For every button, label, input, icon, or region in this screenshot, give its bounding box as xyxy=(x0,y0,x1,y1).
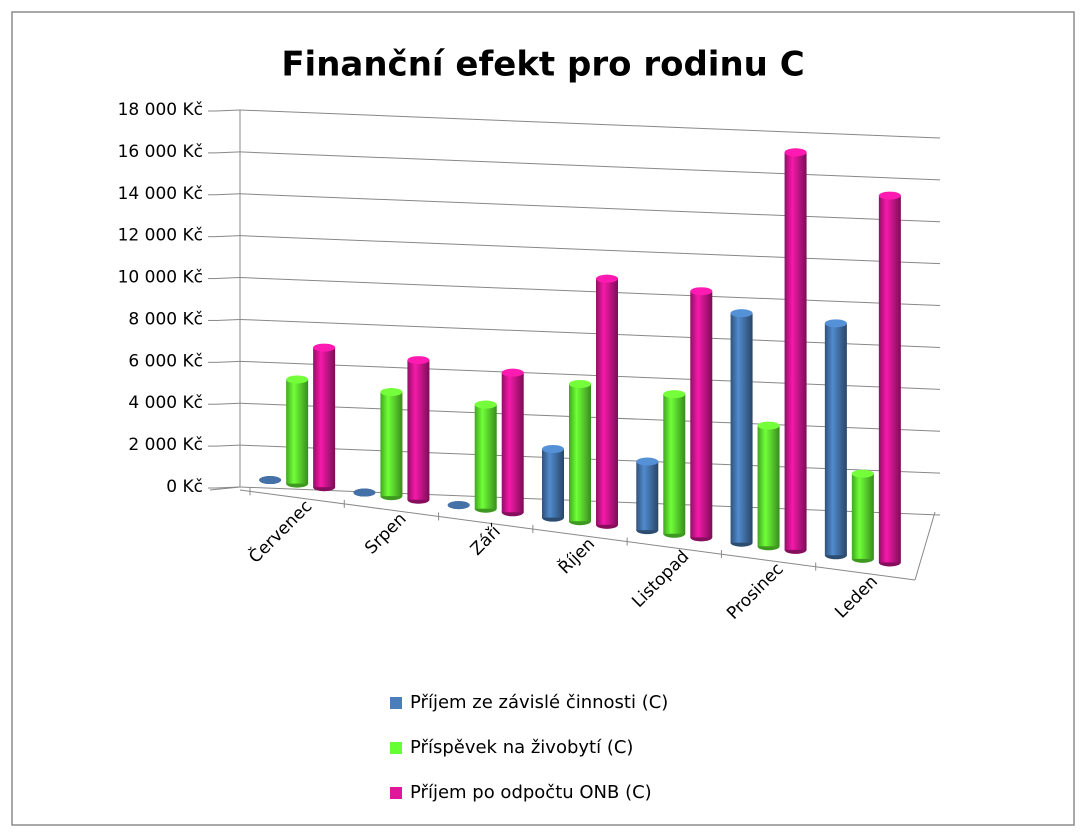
bar xyxy=(259,476,282,485)
legend-swatch xyxy=(390,787,402,799)
bar-top xyxy=(851,469,874,478)
bar-top xyxy=(663,390,686,399)
y-tick-label: 8 000 Kč xyxy=(128,309,203,329)
bar xyxy=(380,388,403,501)
bar-body xyxy=(663,394,686,534)
bar-body xyxy=(757,425,780,547)
bar-body xyxy=(542,449,564,518)
legend-label: Příjem po odpočtu ONB (C) xyxy=(410,782,652,803)
y-tick-label: 4 000 Kč xyxy=(128,393,203,413)
bar xyxy=(663,390,686,538)
bar xyxy=(636,457,659,535)
bar xyxy=(447,501,470,510)
grid-line xyxy=(239,193,941,223)
floor-right-edge xyxy=(914,511,936,581)
bar xyxy=(730,309,753,547)
grid-side xyxy=(215,277,241,280)
bar-body xyxy=(690,291,713,538)
grid-side xyxy=(215,235,241,238)
bar-top xyxy=(757,421,780,430)
bar-body xyxy=(286,379,309,484)
bar-top xyxy=(474,400,497,409)
legend-swatch xyxy=(390,742,402,754)
legend-label: Příspěvek na živobytí (C) xyxy=(410,737,633,758)
bar-top xyxy=(784,148,807,157)
grid-line xyxy=(239,109,941,139)
bar-top xyxy=(636,457,659,466)
grid-side xyxy=(215,486,241,489)
bar-body xyxy=(569,383,591,522)
bar-body xyxy=(380,392,403,497)
bar-top xyxy=(447,501,470,510)
bar-top xyxy=(501,368,524,377)
bar xyxy=(851,469,874,563)
grid-line xyxy=(239,151,941,181)
bar-top xyxy=(569,379,591,388)
bar-body xyxy=(596,278,618,525)
grid-side xyxy=(215,193,241,196)
y-tick-label: 18 000 Kč xyxy=(118,100,203,120)
bar-body xyxy=(851,473,874,559)
bar-top xyxy=(878,191,901,200)
bar-body xyxy=(474,404,497,509)
bar-body xyxy=(407,360,430,500)
bar xyxy=(474,400,497,513)
bar xyxy=(878,191,901,567)
bar-top xyxy=(824,319,847,328)
bar xyxy=(542,445,564,522)
legend-swatch xyxy=(390,697,402,709)
bar-body xyxy=(878,195,901,563)
bar-top xyxy=(313,343,336,352)
bar-top xyxy=(286,375,309,384)
bar-body xyxy=(313,347,336,488)
bar xyxy=(286,375,309,488)
bar xyxy=(690,287,713,542)
y-tick-label: 16 000 Kč xyxy=(118,142,203,162)
grid-side xyxy=(215,318,241,321)
grid-side xyxy=(215,151,241,154)
bar-top xyxy=(730,309,753,318)
grid-line xyxy=(239,360,941,390)
y-tick-label: 6 000 Kč xyxy=(128,351,203,371)
bar xyxy=(501,368,524,517)
legend-label: Příjem ze závislé činnosti (C) xyxy=(410,692,668,713)
grid-side xyxy=(215,402,241,405)
bar xyxy=(313,343,336,492)
bar-body xyxy=(501,372,524,513)
bar-body xyxy=(730,313,753,543)
bar-top xyxy=(690,287,713,296)
bar xyxy=(596,274,618,529)
bar xyxy=(824,319,847,560)
x-axis-line xyxy=(239,489,916,581)
y-tick-label: 12 000 Kč xyxy=(118,226,203,246)
grid-line xyxy=(239,318,941,348)
y-tick-label: 0 Kč xyxy=(166,477,203,497)
bar xyxy=(407,356,430,504)
bar xyxy=(757,421,780,551)
bar-top xyxy=(542,445,564,454)
bar-body xyxy=(636,461,659,531)
bar xyxy=(784,148,807,554)
chart-title: Finanční efekt pro rodinu C xyxy=(281,45,804,85)
y-tick-label: 10 000 Kč xyxy=(118,268,203,288)
bar-body xyxy=(784,152,807,550)
bar xyxy=(353,488,376,497)
grid-line xyxy=(239,277,941,307)
grid-line xyxy=(239,235,941,265)
grid-side xyxy=(215,360,241,363)
bar-top xyxy=(596,274,618,283)
bar-body xyxy=(824,323,847,556)
y-tick-label: 14 000 Kč xyxy=(118,184,203,204)
bar-top xyxy=(353,488,376,497)
bar-top xyxy=(407,356,430,365)
bar-top xyxy=(259,476,282,485)
y-tick-label: 2 000 Kč xyxy=(128,435,203,455)
bar xyxy=(569,379,591,526)
grid-side xyxy=(215,444,241,447)
bar-top xyxy=(380,388,403,397)
grid-side xyxy=(215,109,241,112)
